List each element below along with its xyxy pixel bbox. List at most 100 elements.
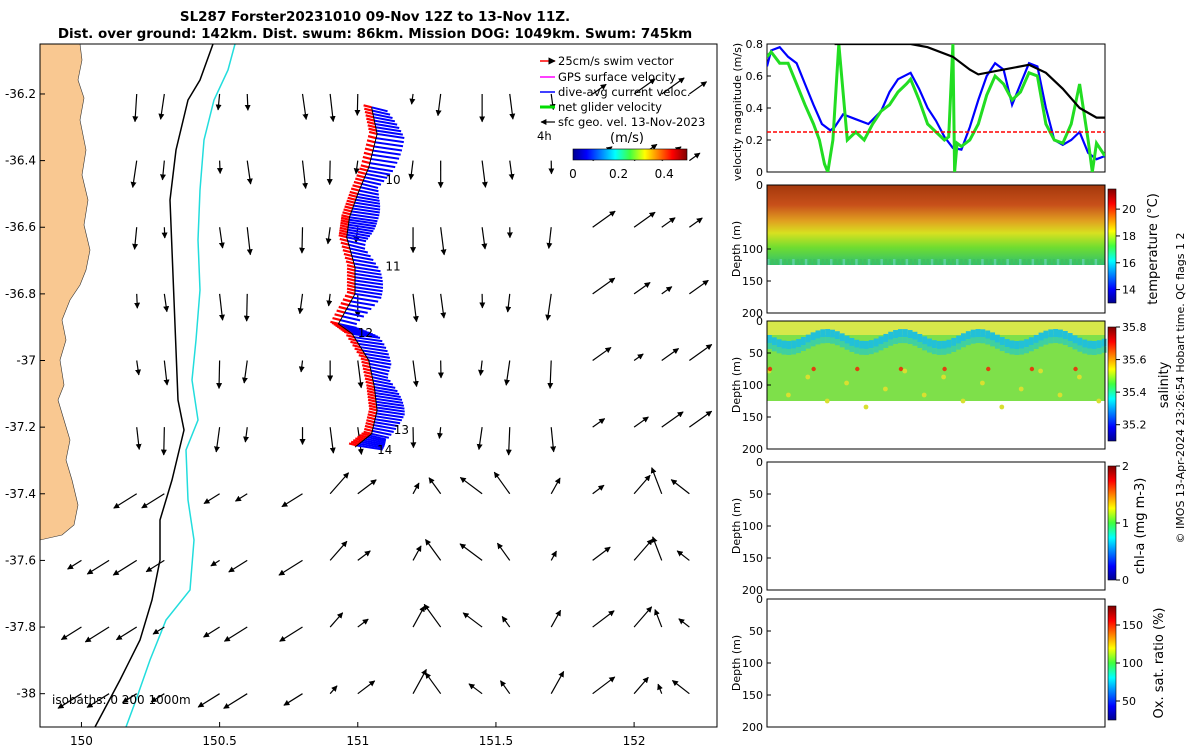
current-vector (592, 210, 616, 228)
cbar-tick-label: 100 (1122, 657, 1143, 670)
salinity-mid-cell (1043, 338, 1049, 345)
cbar-tick-label: 14 (1122, 284, 1136, 297)
salinity-blob (999, 404, 1005, 410)
salinity-blob (960, 398, 966, 404)
current-vector (689, 279, 709, 295)
dive-avg-vector (374, 392, 401, 398)
dive-avg-vector (347, 231, 371, 238)
current-vector (633, 606, 653, 628)
oxygen-colorbar (1107, 605, 1117, 721)
salinity-halocline-cell (1053, 329, 1059, 338)
temperature-bottom-cell (817, 259, 820, 265)
current-vector (279, 626, 303, 642)
salinity-halocline-cell (786, 340, 792, 349)
salinity-mid-cell (1004, 347, 1010, 354)
salinity-high-blob (942, 366, 947, 372)
salinity-mid-cell (922, 344, 928, 351)
depth-tick-label: 100 (742, 520, 763, 533)
swim-vector (356, 174, 365, 179)
salinity-halocline-cell (781, 340, 787, 349)
temperature-bottom-cell (985, 259, 988, 265)
temperature-bottom-cell (893, 259, 896, 265)
current-vector (592, 546, 611, 561)
temperature-bottom-cell (800, 259, 804, 265)
temperature-bottom-cell (998, 259, 1001, 265)
dive-avg-vector (363, 179, 382, 186)
current-vector (299, 227, 306, 254)
salinity-halocline-cell (1091, 340, 1097, 349)
swim-vector (348, 442, 358, 447)
current-vector (241, 360, 248, 384)
current-vector (661, 77, 685, 95)
current-vector (462, 612, 483, 628)
salinity-blob (980, 380, 985, 386)
swim-vector (366, 120, 376, 126)
swim-vector (365, 421, 374, 427)
swim-vector (368, 130, 378, 136)
current-vector (481, 227, 488, 250)
temperature-bottom-cell (771, 259, 774, 265)
salinity-halocline-cell (965, 331, 971, 340)
track-line (337, 107, 378, 448)
salinity-blob (1057, 392, 1063, 398)
salinity-halocline-cell (1077, 337, 1083, 346)
salinity-mid-cell (781, 348, 787, 355)
current-vector (496, 542, 511, 561)
salinity-mid-cell (868, 348, 874, 355)
current-vector (297, 293, 304, 315)
current-vector (329, 427, 336, 454)
swim-vector (364, 374, 373, 379)
swim-vector (367, 398, 377, 403)
temperature-bottom-cell (939, 259, 942, 265)
salinity-mid-cell (970, 337, 976, 344)
velocity-panel: 0 0.2 0.4 0.6 0.8 velocity magnitude (m/s) (731, 38, 1106, 181)
current-vector (550, 477, 561, 495)
title-line-2: Dist. over ground: 142km. Dist. swum: 86… (58, 26, 692, 42)
salinity-halocline-cell (999, 337, 1005, 346)
salinity-halocline-cell (854, 339, 860, 348)
temperature-bottom-cell (1077, 259, 1081, 265)
depth-tick-label: 200 (742, 443, 763, 456)
temperature-bottom-cell (788, 259, 791, 265)
dive-avg-vector (371, 153, 400, 160)
glider-track (330, 104, 405, 451)
current-vector (468, 683, 483, 695)
swim-vector (340, 302, 350, 307)
current-vector (163, 293, 170, 313)
temperature-bottom-cell (863, 259, 867, 265)
salinity-halocline-cell (834, 331, 840, 340)
temperature-bottom-cell (775, 259, 778, 265)
dive-avg-vector (367, 436, 386, 443)
temperature-bottom-cell (1065, 259, 1068, 265)
swim-vector (341, 214, 350, 219)
swim-vector (349, 190, 359, 195)
salinity-mid-cell (767, 343, 772, 349)
salinity-halocline-cell (810, 332, 816, 341)
swim-vector (361, 360, 370, 365)
temperature-bottom-cell (1061, 259, 1064, 265)
salinity-blob (941, 374, 946, 380)
current-vector (223, 626, 248, 642)
dive-avg-vector (346, 307, 368, 314)
swim-vector (359, 434, 368, 439)
salinity-mid-cell (834, 339, 840, 346)
dive-avg-vector (361, 441, 385, 448)
temperature-bottom-cell (846, 259, 850, 265)
dive-avg-vector (351, 254, 374, 261)
dive-avg-vector (376, 129, 403, 136)
temperature-bottom-cell (884, 259, 888, 265)
cbar-tick-label: 18 (1122, 230, 1136, 243)
dive-avg-vector (354, 276, 383, 283)
colorbar-tick-label: 0 (569, 167, 577, 181)
isobath-200m (125, 44, 236, 727)
dive-avg-vector (369, 362, 391, 369)
salinity-mid-cell (796, 347, 801, 354)
swim-vector (367, 413, 377, 418)
temperature-bottom-cell (859, 259, 862, 265)
salinity-halocline-cell (897, 329, 903, 338)
temperature-bottom-cell (809, 259, 812, 265)
cbar-tick-label: 35.2 (1122, 419, 1147, 432)
temperature-bottom-cell (943, 259, 946, 265)
salinity-mid-cell (1019, 348, 1025, 355)
current-vector (329, 685, 338, 695)
